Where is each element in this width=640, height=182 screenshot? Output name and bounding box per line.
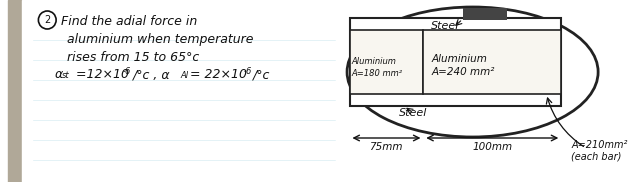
Text: 100mm: 100mm (472, 142, 513, 152)
Text: A=210mm²
(each bar): A=210mm² (each bar) (571, 140, 627, 162)
Bar (8, 0, 22, 182)
Ellipse shape (347, 7, 598, 137)
Bar (349, 18, 561, 106)
Text: /°c: /°c (253, 68, 271, 81)
Text: aluminium when temperature: aluminium when temperature (67, 33, 253, 46)
Text: Al: Al (180, 71, 188, 80)
Text: Aluminium
A=180 mm²: Aluminium A=180 mm² (351, 57, 403, 78)
Text: 75mm: 75mm (369, 142, 403, 152)
Text: = 22×10: = 22×10 (190, 68, 247, 81)
Text: rises from 15 to 65°c: rises from 15 to 65°c (67, 51, 199, 64)
Text: -6: -6 (243, 67, 252, 76)
Bar (463, 8, 507, 20)
Text: α: α (54, 68, 63, 81)
Bar (424, 30, 561, 94)
Text: 2: 2 (44, 15, 51, 25)
Bar (349, 30, 424, 94)
Text: st: st (62, 71, 70, 80)
Text: Find the adial force in: Find the adial force in (61, 15, 197, 28)
Text: =12×10: =12×10 (72, 68, 129, 81)
Text: Steel: Steel (431, 21, 460, 31)
Text: -6: -6 (123, 67, 131, 76)
Bar (22, 0, 31, 182)
Text: Aluminium
A=240 mm²: Aluminium A=240 mm² (431, 54, 495, 77)
Text: /°c , α: /°c , α (133, 68, 170, 81)
Text: Steel: Steel (399, 108, 427, 118)
